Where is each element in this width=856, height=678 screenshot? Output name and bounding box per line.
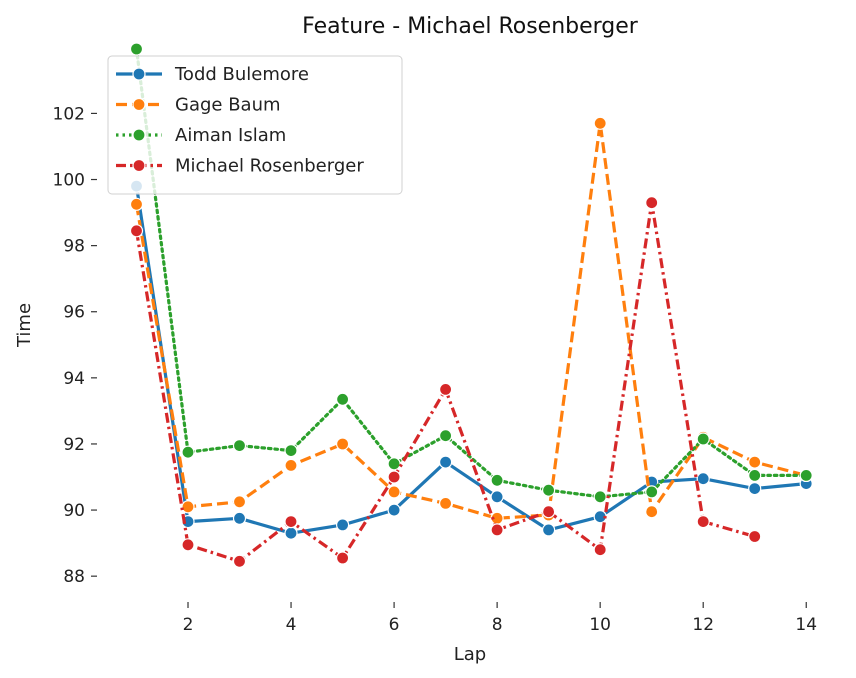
series-line [134,185,807,535]
x-tick-label: 14 [795,615,817,635]
data-point [284,458,298,472]
data-point [336,518,350,532]
chart-title: Feature - Michael Rosenberger [302,14,639,39]
legend-swatch-marker [132,97,146,112]
data-point [439,382,453,396]
series-line [134,47,808,499]
data-point [336,392,350,406]
legend-label: Michael Rosenberger [175,156,364,177]
legend-item: Gage Baum [116,95,281,116]
x-tick-label: 10 [589,615,611,635]
data-point [593,116,607,130]
y-axis-label: Time [14,303,35,348]
data-point [748,482,762,496]
series-aiman-islam [129,42,813,504]
data-point [387,470,401,484]
legend: Todd Bulemore Gage Baum Aiman Islam Michael… [107,55,403,195]
y-tick-label: 88 [63,567,85,587]
data-point [593,490,607,504]
legend-label: Aiman Islam [175,125,286,146]
data-point [748,455,762,469]
data-point [490,523,504,537]
data-point [748,529,762,544]
data-point [129,197,144,211]
x-tick-label: 2 [183,615,194,635]
data-point [541,523,556,537]
data-point [490,490,504,504]
x-tick-label: 6 [389,615,400,635]
data-point [284,526,298,540]
y-tick-label: 94 [63,369,85,389]
y-tick-label: 96 [63,303,85,323]
data-point [490,473,504,487]
data-point [232,511,247,525]
series-michael-rosenberger [129,196,762,568]
series-layer [129,42,813,568]
legend-label: Gage Baum [175,95,281,116]
data-point [181,500,195,514]
x-tick-label: 8 [492,615,503,635]
data-point [696,514,710,529]
data-point [387,503,401,517]
legend-item: Michael Rosenberger [116,156,364,177]
data-point [387,485,401,499]
data-point [439,429,453,443]
data-point [284,444,298,458]
data-point [645,505,659,519]
legend-item: Aiman Islam [116,125,286,146]
data-point [439,496,453,510]
data-point [748,468,762,482]
legend-box [107,55,403,195]
legend-swatch-marker [132,128,146,142]
data-point [336,551,350,565]
y-tick-label: 102 [53,104,85,124]
x-axis-label: Lap [454,644,486,665]
y-tick-label: 98 [63,237,85,257]
data-point [232,439,247,453]
data-point [645,196,659,210]
data-point [439,455,453,469]
y-tick-label: 90 [63,501,85,521]
data-point [387,457,401,471]
x-tick-label: 4 [286,615,297,635]
data-point [799,468,813,482]
data-point [593,543,607,557]
data-point [696,472,710,486]
legend-swatch-marker [132,158,146,173]
legend-label: Todd Bulemore [174,64,309,85]
data-point [284,514,298,529]
data-point [129,42,144,56]
data-point [336,437,350,451]
data-point [129,224,144,238]
axes: 2 4 6 8 10 12 14 88 90 92 94 96 98 100 102 [53,104,818,635]
y-tick-label: 100 [53,171,85,191]
data-point [696,432,710,446]
data-point [541,505,556,519]
legend-item: Todd Bulemore [116,64,309,85]
data-point [645,485,659,499]
series-todd-bulemore [129,179,813,540]
data-point [181,538,195,552]
data-point [232,495,247,509]
data-point [181,445,195,459]
data-point [541,483,556,497]
legend-swatch-marker [132,67,146,81]
x-tick-label: 12 [692,615,714,635]
y-tick-label: 92 [63,435,85,455]
data-point [232,554,247,568]
